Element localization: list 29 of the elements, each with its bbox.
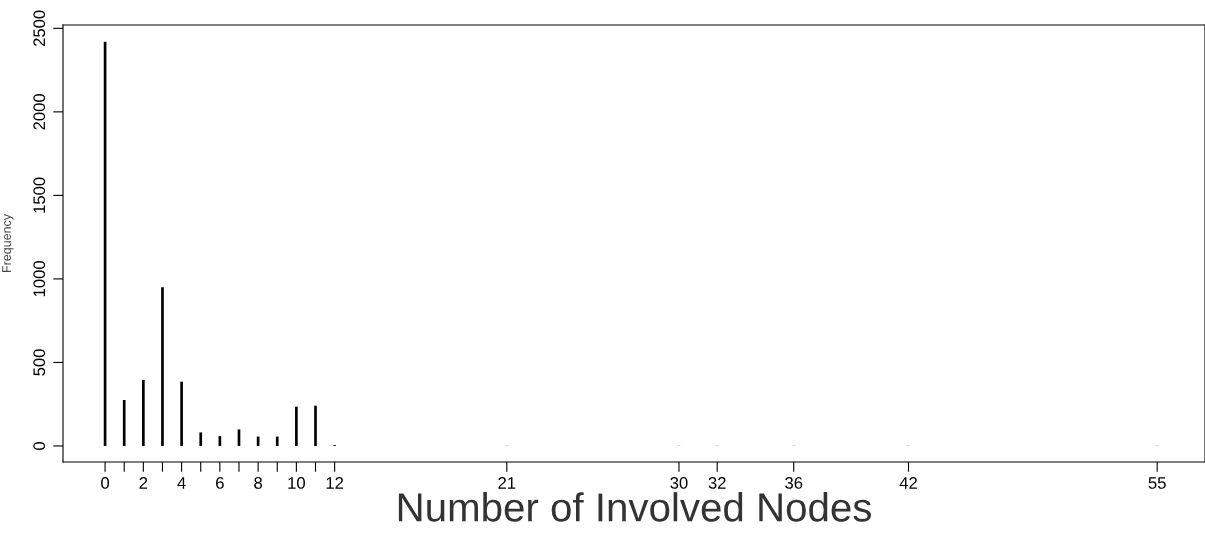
y-axis-title: Frequency: [2, 213, 14, 272]
x-tick-label: 10: [288, 477, 305, 489]
x-tick-label: 30: [670, 477, 688, 489]
x-tick-label: 2: [139, 477, 148, 489]
y-tick-label: 1500: [33, 177, 46, 213]
bar: [295, 406, 298, 446]
x-axis-title: Number of Involved Nodes: [398, 492, 871, 522]
bar: [180, 381, 183, 446]
x-tick-label: 21: [498, 477, 516, 489]
y-tick-label: 2500: [33, 10, 46, 47]
x-tick-label: 0: [101, 477, 110, 489]
x-tick-label: 4: [177, 477, 186, 489]
y-tick-label: 2000: [33, 93, 46, 130]
bar: [142, 379, 145, 446]
bar: [275, 436, 279, 446]
x-tick-label: 12: [326, 477, 344, 489]
x-tick-label: 8: [254, 477, 263, 489]
x-tick-label: 6: [216, 477, 224, 489]
x-tick-label: 36: [785, 477, 803, 489]
x-tick-label: 32: [708, 477, 726, 489]
y-tick-label: 500: [33, 349, 46, 376]
bar: [199, 432, 203, 446]
bar: [161, 287, 164, 446]
x-tick-label: 42: [899, 477, 917, 489]
y-tick-label: 1000: [33, 261, 46, 297]
bar: [122, 400, 126, 446]
x-tick-label: 55: [1148, 477, 1166, 489]
y-tick-label: 0: [33, 441, 46, 450]
bar: [314, 405, 317, 446]
